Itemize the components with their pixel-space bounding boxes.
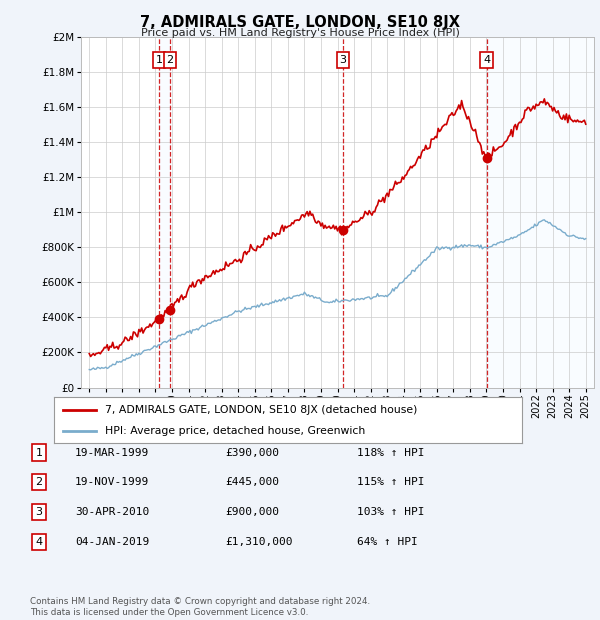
Text: 4: 4 xyxy=(35,537,43,547)
Bar xyxy=(487,37,594,387)
Bar xyxy=(159,37,170,387)
Text: 3: 3 xyxy=(340,55,346,65)
Text: 2: 2 xyxy=(166,55,173,65)
Text: 4: 4 xyxy=(483,55,490,65)
Text: HPI: Average price, detached house, Greenwich: HPI: Average price, detached house, Gree… xyxy=(106,426,366,436)
Text: 30-APR-2010: 30-APR-2010 xyxy=(75,507,149,517)
Text: £390,000: £390,000 xyxy=(225,448,279,458)
Text: Contains HM Land Registry data © Crown copyright and database right 2024.
This d: Contains HM Land Registry data © Crown c… xyxy=(30,598,370,617)
Text: 64% ↑ HPI: 64% ↑ HPI xyxy=(357,537,418,547)
Text: 103% ↑ HPI: 103% ↑ HPI xyxy=(357,507,425,517)
Text: 19-MAR-1999: 19-MAR-1999 xyxy=(75,448,149,458)
Text: 3: 3 xyxy=(35,507,43,517)
Text: £1,310,000: £1,310,000 xyxy=(225,537,293,547)
Text: 19-NOV-1999: 19-NOV-1999 xyxy=(75,477,149,487)
Text: 7, ADMIRALS GATE, LONDON, SE10 8JX (detached house): 7, ADMIRALS GATE, LONDON, SE10 8JX (deta… xyxy=(106,405,418,415)
Text: 115% ↑ HPI: 115% ↑ HPI xyxy=(357,477,425,487)
Text: 7, ADMIRALS GATE, LONDON, SE10 8JX: 7, ADMIRALS GATE, LONDON, SE10 8JX xyxy=(140,16,460,30)
Text: 1: 1 xyxy=(35,448,43,458)
Text: 1: 1 xyxy=(155,55,163,65)
Text: £445,000: £445,000 xyxy=(225,477,279,487)
Text: 118% ↑ HPI: 118% ↑ HPI xyxy=(357,448,425,458)
Text: 2: 2 xyxy=(35,477,43,487)
Text: Price paid vs. HM Land Registry's House Price Index (HPI): Price paid vs. HM Land Registry's House … xyxy=(140,28,460,38)
Text: 04-JAN-2019: 04-JAN-2019 xyxy=(75,537,149,547)
Text: £900,000: £900,000 xyxy=(225,507,279,517)
